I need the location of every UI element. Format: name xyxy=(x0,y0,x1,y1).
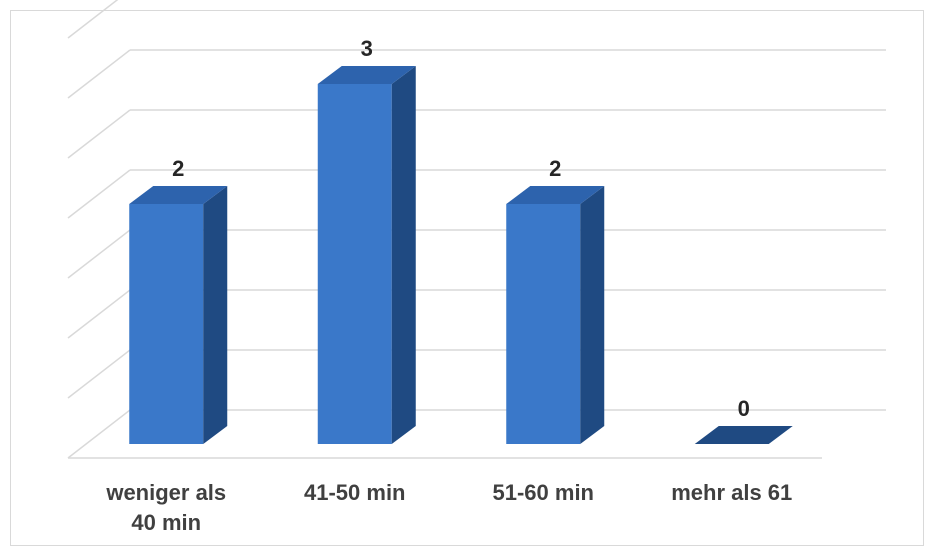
data-label: 3 xyxy=(361,36,373,61)
bar xyxy=(129,186,228,444)
gridlines xyxy=(67,0,886,459)
bar-top xyxy=(317,66,416,84)
category-label: weniger als 40 min xyxy=(105,480,226,535)
value-labels: 2 3 2 0 xyxy=(172,36,750,421)
bar-top xyxy=(694,426,793,444)
bar-front xyxy=(317,84,392,444)
bar-top xyxy=(129,186,228,204)
bar-top xyxy=(506,186,605,204)
gridline-side xyxy=(67,49,131,99)
category-label: 41-50 min xyxy=(304,480,406,505)
category-label: mehr als 61 xyxy=(671,480,792,505)
bar-front xyxy=(129,204,204,444)
gridline-side xyxy=(67,0,119,39)
category-label: 51-60 min xyxy=(493,480,595,505)
bar-front xyxy=(506,204,581,444)
bar-side xyxy=(391,66,416,444)
gridline-side xyxy=(67,169,131,219)
gridline-side xyxy=(67,289,131,339)
bars xyxy=(129,66,793,444)
category-labels: weniger als 40 min 41-50 min 51-60 min mehr … xyxy=(105,480,792,535)
gridline-side xyxy=(67,109,131,159)
data-label: 0 xyxy=(738,396,750,421)
bar xyxy=(694,426,793,444)
bar-side xyxy=(203,186,228,444)
bar xyxy=(506,186,605,444)
gridline-side xyxy=(67,409,131,459)
gridline-side xyxy=(67,349,131,399)
bar-side xyxy=(580,186,605,444)
bar xyxy=(317,66,416,444)
data-label: 2 xyxy=(549,156,561,181)
data-label: 2 xyxy=(172,156,184,181)
gridline-side xyxy=(67,229,131,279)
